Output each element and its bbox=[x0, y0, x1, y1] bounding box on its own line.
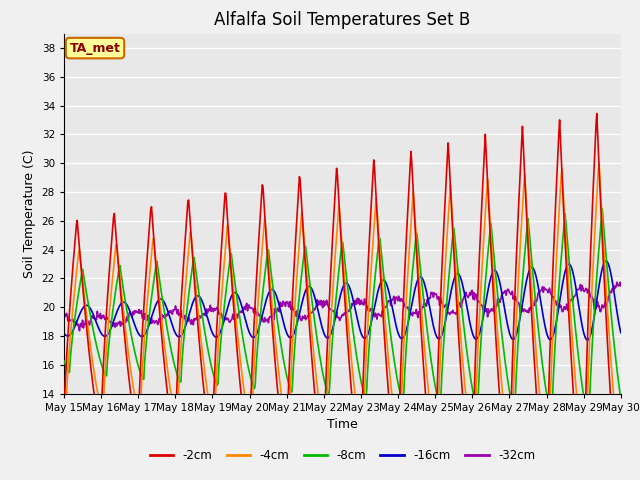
Legend: -2cm, -4cm, -8cm, -16cm, -32cm: -2cm, -4cm, -8cm, -16cm, -32cm bbox=[145, 444, 540, 467]
X-axis label: Time: Time bbox=[327, 418, 358, 431]
Text: TA_met: TA_met bbox=[70, 42, 120, 55]
Y-axis label: Soil Temperature (C): Soil Temperature (C) bbox=[23, 149, 36, 278]
Title: Alfalfa Soil Temperatures Set B: Alfalfa Soil Temperatures Set B bbox=[214, 11, 470, 29]
